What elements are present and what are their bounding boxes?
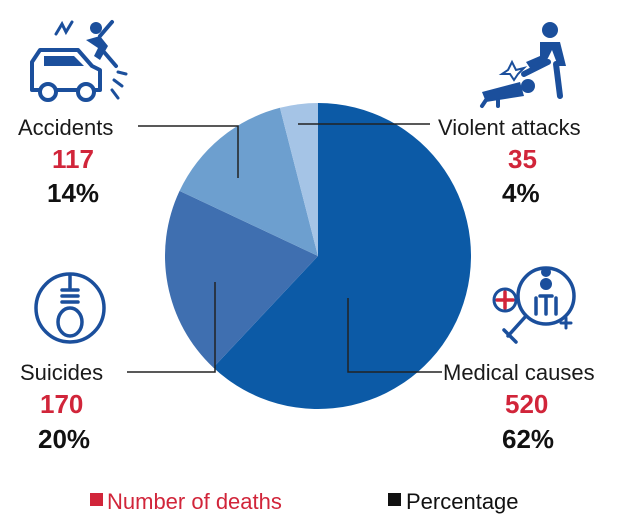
car-accident-icon: [30, 20, 128, 102]
pie-chart: [164, 103, 471, 410]
label-group-medical-causes: Medical causes 520 62%: [443, 360, 595, 454]
slice-count-suicides: 170: [40, 389, 83, 419]
legend-label-percentage: Percentage: [406, 489, 519, 514]
slice-count-medical-causes: 520: [505, 389, 548, 419]
slice-percent-accidents: 14%: [47, 178, 99, 208]
legend: Number of deaths Percentage: [90, 489, 519, 514]
pie-slice-suicides: [164, 190, 318, 368]
slice-label-medical-causes: Medical causes: [443, 360, 595, 385]
leader-line-suicides: [127, 282, 216, 373]
label-group-accidents: Accidents 117 14%: [18, 115, 113, 208]
leader-line-accidents: [138, 125, 239, 178]
violent-attack-icon: [480, 22, 566, 108]
pie-slice-medical-causes: [213, 103, 471, 410]
slice-label-accidents: Accidents: [18, 115, 113, 140]
label-group-suicides: Suicides 170 20%: [20, 360, 103, 454]
leader-line-medical-causes: [347, 298, 442, 373]
slice-percent-medical-causes: 62%: [502, 424, 554, 454]
noose-icon: [34, 272, 106, 344]
legend-swatch-number-of-deaths: [90, 493, 103, 506]
slice-label-violent-attacks: Violent attacks: [438, 115, 581, 140]
slice-count-accidents: 117: [52, 144, 94, 174]
slice-percent-suicides: 20%: [38, 424, 90, 454]
medical-magnifier-icon: [492, 266, 576, 344]
slice-count-violent-attacks: 35: [508, 144, 537, 174]
slice-label-suicides: Suicides: [20, 360, 103, 385]
pie-slice-violent-attacks: [279, 103, 318, 256]
pie-slice-accidents: [179, 107, 318, 256]
label-group-violent-attacks: Violent attacks 35 4%: [438, 115, 581, 208]
legend-swatch-percentage: [388, 493, 401, 506]
slice-percent-violent-attacks: 4%: [502, 178, 540, 208]
legend-label-number-of-deaths: Number of deaths: [107, 489, 282, 514]
